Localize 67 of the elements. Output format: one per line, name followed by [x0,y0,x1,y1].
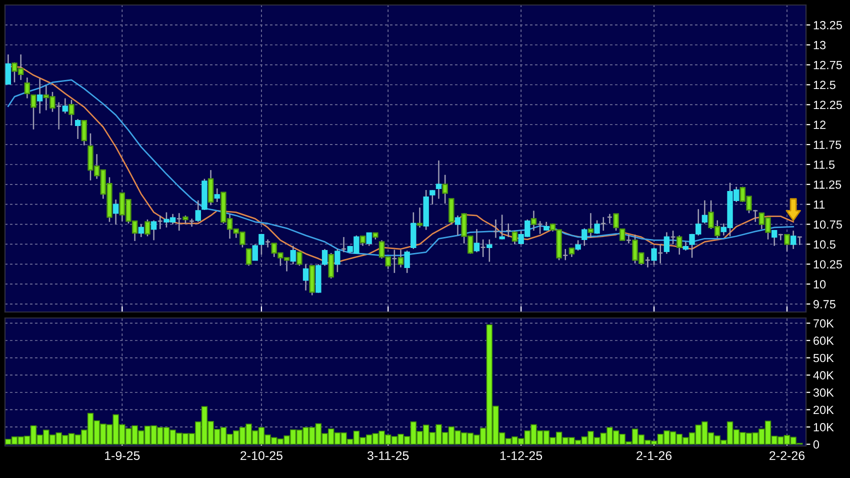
candlestick [302,264,309,292]
candlestick [74,118,81,140]
candlestick [404,250,410,274]
candlestick [150,220,157,241]
candlestick [410,212,416,250]
candlestick [334,248,340,273]
y-tick-label: 0 [813,440,820,449]
y-tick-label: 10.75 [814,220,842,229]
candlestick [575,240,581,252]
y-tick-label: 11.25 [814,180,842,189]
candlestick [436,160,442,200]
y-tick-label: 10.25 [814,260,842,269]
candlestick [144,218,150,237]
candlestick [36,78,43,114]
candlestick [620,228,626,241]
y-tick-label: 10K [814,423,834,432]
y-tick-label: 11 [814,200,825,209]
candlestick [24,76,30,99]
y-tick-label: 40K [813,371,834,380]
y-tick-label: 13 [814,40,826,50]
candlestick [30,94,36,130]
x-tick-label: 2-2-26 [770,451,805,460]
y-tick-label: 12 [814,120,826,129]
candlestick [138,224,144,238]
x-tick-label: 1-12-25 [500,451,542,460]
x-tick-label: 2-1-26 [636,451,672,460]
y-tick-label: 11.75 [814,140,842,149]
x-tick-label: 3-11-25 [367,451,409,460]
y-tick-label: 10.5 [814,240,836,249]
candlestick [442,174,448,204]
y-tick-label: 11.5 [814,160,835,169]
candlestick [448,198,454,224]
candlestick [112,198,119,225]
y-tick-label: 12.5 [814,80,836,90]
candlestick [366,232,372,246]
candlestick [512,230,518,245]
candlestick [588,212,594,238]
y-tick-label: 12.75 [814,60,842,70]
candlestick [290,245,296,265]
candlestick [416,206,423,228]
candlestick [582,228,588,246]
y-tick-label: 20K [814,406,834,414]
candlestick [328,252,334,280]
y-tick-label: 50K [813,354,834,362]
y-tick-label: 60K [814,336,834,345]
candlestick [246,248,252,266]
x-tick-label: 2-10-25 [240,451,282,460]
candlestick [454,214,461,236]
candlestick [430,189,436,205]
candlestick [214,188,220,203]
y-tick-label: 12.25 [814,100,842,110]
y-tick-label: 10 [814,280,826,288]
y-tick-label: 70K [814,319,834,328]
candlestick [360,236,366,246]
candlestick [81,120,87,146]
y-tick-label: 9.75 [814,300,836,308]
candlestick [702,200,708,224]
candlestick [5,54,12,85]
candlestick [499,214,505,240]
candlestick [252,244,258,261]
y-tick-label: 13.25 [814,20,842,30]
candlestick [296,252,302,266]
candlestick [68,99,74,126]
candlestick [208,169,214,206]
y-tick-label: 30K [813,388,834,397]
x-tick-label: 1-9-25 [105,451,140,460]
candlestick [322,248,328,266]
